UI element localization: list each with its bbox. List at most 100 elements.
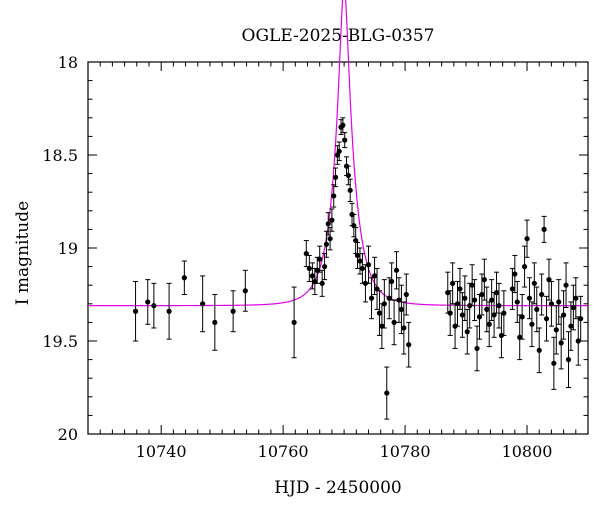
- data-point: [469, 282, 475, 288]
- data-point: [365, 262, 372, 268]
- data-point: [323, 241, 330, 247]
- data-point: [389, 278, 395, 285]
- data-point: [374, 286, 380, 292]
- data-point: [309, 273, 315, 279]
- data-point: [230, 308, 236, 314]
- data-point: [312, 278, 318, 285]
- data-point: [354, 252, 361, 259]
- data-point: [517, 334, 523, 340]
- x-tick-label: 10780: [380, 442, 431, 461]
- data-point: [519, 314, 525, 320]
- data-point: [291, 319, 297, 325]
- data-point: [376, 310, 383, 316]
- data-point: [529, 321, 535, 327]
- data-point: [512, 271, 518, 277]
- data-point: [386, 295, 392, 301]
- data-point: [450, 280, 456, 286]
- data-point: [489, 297, 495, 303]
- axis-ticks: [88, 61, 589, 435]
- tick-labels: 10740 10760 10780 10800 18 18.5 19 19.5 20: [42, 53, 552, 461]
- y-tick-label: 18: [58, 53, 78, 72]
- y-axis-label: I magnitude: [13, 201, 33, 305]
- data-point: [543, 316, 550, 322]
- data-point: [384, 390, 390, 396]
- data-point: [447, 310, 453, 316]
- chart-title: OGLE-2025-BLG-0357: [242, 26, 435, 46]
- data-point: [319, 280, 325, 286]
- data-point: [553, 327, 559, 333]
- data-point: [345, 172, 351, 179]
- data-point: [321, 264, 328, 270]
- data-point: [379, 323, 385, 329]
- data-point: [570, 304, 576, 311]
- data-point: [327, 236, 333, 242]
- data-point: [561, 312, 567, 318]
- data-point: [401, 325, 407, 331]
- data-point: [481, 277, 487, 283]
- data-points: [132, 117, 584, 420]
- x-tick-label: 10800: [502, 442, 553, 461]
- data-point: [351, 223, 357, 229]
- y-tick-label: 18.5: [42, 146, 78, 165]
- data-point: [534, 306, 540, 312]
- data-point: [151, 303, 157, 309]
- data-point: [509, 286, 515, 292]
- data-point: [398, 306, 405, 312]
- y-tick-label: 20: [58, 425, 78, 444]
- data-point: [464, 329, 470, 335]
- data-point: [454, 301, 461, 307]
- data-point: [166, 308, 172, 314]
- data-point: [539, 291, 545, 298]
- data-point: [546, 277, 552, 283]
- data-point: [551, 360, 557, 366]
- data-point: [242, 288, 248, 294]
- data-point: [362, 280, 369, 286]
- data-point: [329, 217, 335, 223]
- model-curve: [88, 0, 588, 307]
- data-point: [406, 342, 412, 348]
- data-point: [565, 357, 572, 363]
- data-point: [347, 187, 353, 193]
- data-point: [568, 323, 574, 329]
- data-point: [200, 301, 206, 307]
- plot-frame: [87, 61, 589, 435]
- data-point: [336, 148, 342, 154]
- data-point: [359, 265, 365, 272]
- data-point: [132, 308, 139, 314]
- data-point: [340, 122, 346, 128]
- data-point: [306, 265, 312, 272]
- data-point: [531, 280, 537, 286]
- data-point: [541, 226, 547, 232]
- data-point: [556, 299, 562, 305]
- data-point: [332, 174, 339, 180]
- data-point: [536, 347, 542, 353]
- data-point: [396, 297, 402, 303]
- data-point: [317, 256, 323, 262]
- data-point: [303, 250, 309, 257]
- x-tick-label: 10760: [258, 442, 309, 461]
- data-point: [331, 193, 337, 199]
- data-point: [393, 267, 400, 273]
- data-point: [342, 137, 348, 143]
- data-point: [501, 310, 507, 316]
- data-point: [563, 282, 569, 288]
- y-tick-label: 19.5: [42, 332, 78, 351]
- data-point: [353, 237, 359, 244]
- data-point: [403, 291, 409, 298]
- data-point: [526, 295, 533, 301]
- data-point: [145, 299, 151, 305]
- data-point: [558, 340, 564, 346]
- data-point: [381, 301, 387, 307]
- data-point: [573, 295, 579, 301]
- data-point: [457, 286, 463, 292]
- data-point: [484, 306, 490, 312]
- data-point: [181, 275, 187, 281]
- data-point: [493, 290, 500, 296]
- data-point: [357, 258, 363, 264]
- data-point: [491, 312, 497, 318]
- data-point: [314, 267, 320, 273]
- data-point: [514, 299, 520, 305]
- data-point: [445, 290, 451, 296]
- data-point: [521, 264, 528, 270]
- data-point: [486, 321, 492, 327]
